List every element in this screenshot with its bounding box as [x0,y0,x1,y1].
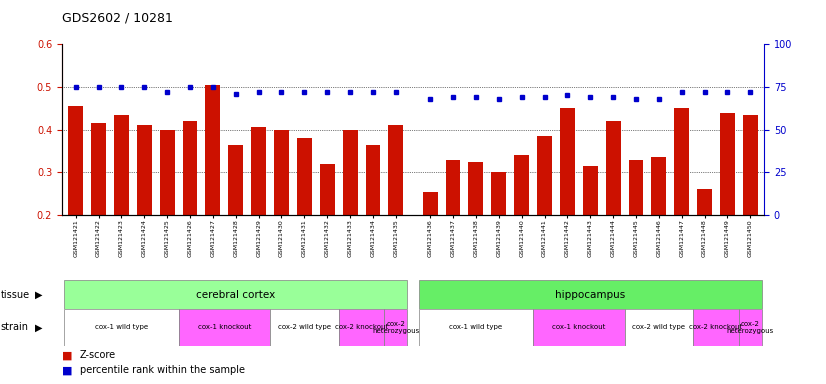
Bar [183,121,197,215]
Bar [270,309,339,346]
Bar [159,129,174,215]
Bar [274,129,289,215]
Bar [720,113,735,215]
Bar [178,309,270,346]
Text: cerebral cortex: cerebral cortex [196,290,275,300]
Text: cox-2 knockout: cox-2 knockout [690,324,743,330]
Bar [64,309,178,346]
Bar [114,115,129,215]
Text: percentile rank within the sample: percentile rank within the sample [80,366,245,376]
Text: ■: ■ [62,350,73,360]
Bar [743,115,757,215]
Bar [697,189,712,215]
Text: cox-2
heterozygous: cox-2 heterozygous [727,321,774,334]
Bar [297,138,311,215]
Text: ▶: ▶ [35,290,42,300]
Text: hippocampus: hippocampus [555,290,625,300]
Bar [693,309,739,346]
Text: ■: ■ [62,366,73,376]
Bar [624,309,693,346]
Bar [739,309,762,346]
Bar [537,136,552,215]
Bar [384,309,407,346]
Bar [388,125,403,215]
Bar [69,106,83,215]
Bar [445,159,460,215]
Text: cox-1 knockout: cox-1 knockout [197,324,251,330]
Text: cox-2 knockout: cox-2 knockout [335,324,388,330]
Bar [583,166,598,215]
Bar [137,125,152,215]
Bar [339,309,384,346]
Bar [605,121,620,215]
Bar [515,155,529,215]
Bar [629,159,643,215]
Text: cox-1 wild type: cox-1 wild type [95,324,148,330]
Bar [491,172,506,215]
Bar [560,108,575,215]
Bar [533,309,624,346]
Bar [251,127,266,215]
Bar [320,164,335,215]
Bar [419,309,533,346]
Text: cox-2
heterozygous: cox-2 heterozygous [373,321,420,334]
Bar [343,129,358,215]
Bar [419,280,762,309]
Text: cox-2 wild type: cox-2 wild type [633,324,686,330]
Text: ▶: ▶ [35,322,42,333]
Text: cox-1 knockout: cox-1 knockout [552,324,605,330]
Text: cox-2 wild type: cox-2 wild type [278,324,331,330]
Bar [228,144,243,215]
Bar [206,85,221,215]
Text: GDS2602 / 10281: GDS2602 / 10281 [62,12,173,25]
Text: tissue: tissue [1,290,30,300]
Bar [423,192,438,215]
Bar [366,144,381,215]
Bar [468,162,483,215]
Bar [674,108,689,215]
Bar [64,280,407,309]
Text: Z-score: Z-score [80,350,116,360]
Text: strain: strain [1,322,29,333]
Bar [652,157,667,215]
Bar [91,123,106,215]
Text: cox-1 wild type: cox-1 wild type [449,324,502,330]
